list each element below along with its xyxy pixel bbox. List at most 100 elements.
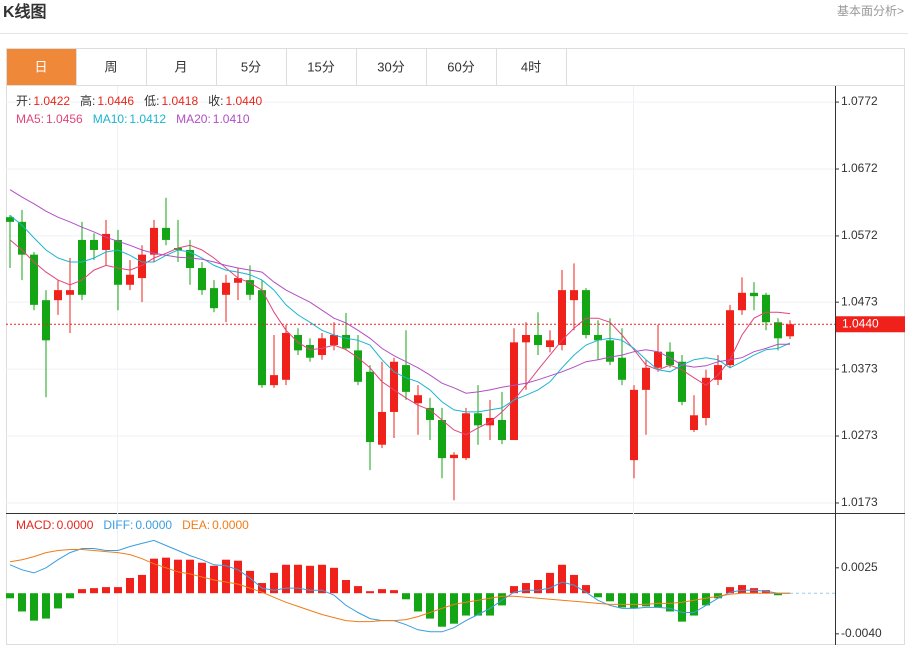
candle-body [534, 334, 542, 346]
candle-body [174, 247, 182, 250]
macd-bar [678, 593, 686, 622]
macd-bar [618, 593, 626, 608]
macd-bar [222, 559, 230, 594]
macd-bar [534, 580, 542, 594]
candle-body [198, 268, 206, 291]
macd-bar [162, 557, 170, 594]
macd-bar [462, 593, 470, 616]
tab[interactable] [286, 48, 357, 86]
fundamental-link[interactable]: 基本面分析> [837, 4, 904, 18]
legend-value: 1.0410 [213, 112, 250, 126]
y-tick-label: 1.0572 [841, 228, 878, 242]
candle-body [6, 217, 14, 222]
macd-bar [714, 593, 722, 599]
legend-value: 0.0000 [135, 518, 172, 532]
legend: MA5: 1.0456 MA10: 1.0412 MA20: 1.0410 [16, 112, 250, 126]
candle-body [630, 389, 638, 461]
macd-bar [426, 593, 434, 619]
macd-bar [594, 593, 602, 598]
macd-bar [90, 588, 98, 594]
macd-bar [486, 593, 494, 616]
macd-bar [330, 567, 338, 594]
tab-label[interactable]: 30分 [377, 59, 404, 74]
tab[interactable] [426, 48, 497, 86]
candle-body [738, 292, 746, 311]
macd-bar [402, 593, 410, 600]
macd-bar [510, 586, 518, 594]
legend-name: MA5: [16, 112, 44, 126]
candle-body [426, 407, 434, 420]
macd-bar [270, 572, 278, 594]
macd-bar [438, 593, 446, 627]
macd-bar [630, 593, 638, 609]
candle-body [678, 361, 686, 402]
candle-body [66, 290, 74, 295]
macd-bar [282, 564, 290, 594]
tab-label[interactable]: 60分 [447, 59, 474, 74]
tab-label[interactable]: 周 [104, 59, 117, 74]
tab[interactable] [6, 48, 77, 86]
candle-body [366, 371, 374, 443]
macd-bar [414, 593, 422, 612]
candle-body [618, 357, 626, 380]
legend: MACD: 0.0000 DIFF: 0.0000 DEA: 0.0000 [16, 518, 249, 532]
macd-bar [42, 593, 50, 619]
macd-bar [78, 589, 86, 594]
candle-body [546, 340, 554, 348]
legend-name: 高: [80, 93, 95, 108]
macd-bar [522, 583, 530, 594]
macd-bar [126, 577, 134, 594]
candle-body [510, 342, 518, 441]
macd-bar [366, 591, 374, 594]
indicator-line [9, 549, 790, 623]
legend-name: 收: [208, 94, 223, 108]
macd-bar [186, 559, 194, 594]
macd-bar [702, 593, 710, 606]
candle-body [402, 365, 410, 392]
legend-name: DIFF: [103, 518, 133, 532]
candle-body [558, 290, 566, 346]
candle-body [570, 290, 578, 301]
candle-body [414, 395, 422, 404]
tab-label[interactable]: 日 [34, 59, 47, 74]
indicator-line [9, 214, 791, 413]
candle-body [258, 290, 266, 386]
candle-body [210, 288, 218, 309]
candle-body [330, 334, 338, 346]
candle-body [126, 274, 134, 285]
tab[interactable] [496, 48, 567, 86]
tab-label[interactable]: 4时 [521, 59, 541, 74]
candle-body [654, 351, 662, 368]
macd-bar [498, 593, 506, 606]
indicator-line [9, 239, 791, 436]
indicator-line [9, 539, 790, 633]
legend-value: 1.0412 [129, 112, 166, 126]
macd-bar [774, 593, 782, 596]
candle-body [390, 361, 398, 412]
tab[interactable] [216, 48, 287, 86]
tab-label[interactable]: 月 [174, 59, 187, 74]
macd-bar [54, 593, 62, 609]
candle-body [54, 290, 62, 301]
y-tick-label: 1.0273 [841, 428, 878, 442]
candle-body [606, 340, 614, 362]
candle-body [378, 411, 386, 445]
candle-body [522, 334, 530, 343]
legend-name: 开: [16, 94, 31, 108]
candle-body [246, 280, 254, 295]
tab-label[interactable]: 15分 [307, 59, 334, 74]
candle-body [786, 324, 794, 337]
macd-bar [546, 572, 554, 594]
macd-bar [66, 593, 74, 599]
y-tick-label: 1.0173 [841, 495, 878, 509]
tab-label[interactable]: 5分 [241, 59, 261, 74]
macd-bar [606, 593, 614, 602]
candle-body [138, 254, 146, 279]
legend-name: 低: [144, 94, 159, 108]
legend-value: 1.0422 [33, 94, 70, 108]
tab[interactable] [356, 48, 427, 86]
candle-body [474, 413, 482, 426]
candle-body [666, 351, 674, 366]
